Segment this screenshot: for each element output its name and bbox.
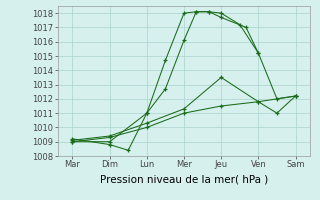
X-axis label: Pression niveau de la mer( hPa ): Pression niveau de la mer( hPa )	[100, 175, 268, 185]
